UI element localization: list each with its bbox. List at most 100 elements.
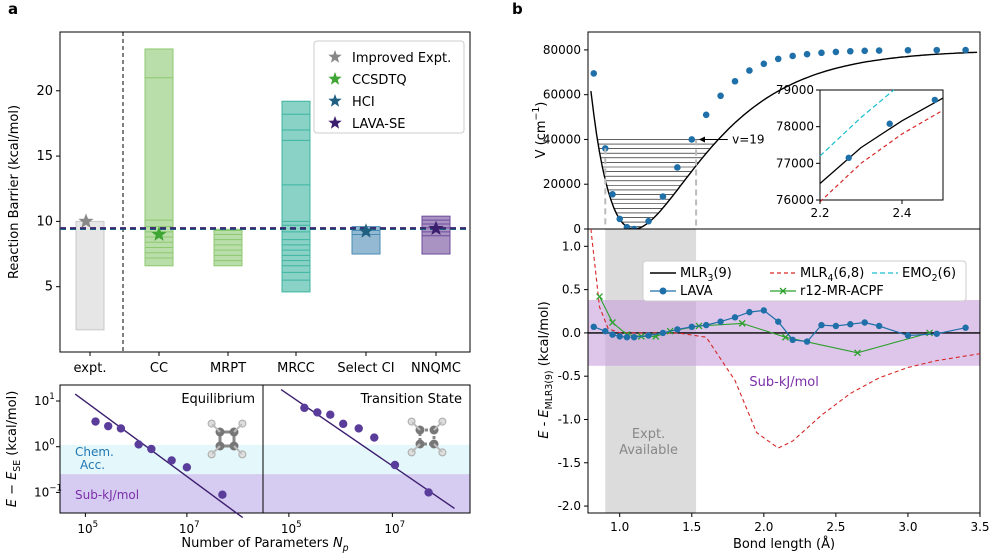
bond [433,421,443,431]
y-tick-label: 0.0 [562,326,581,340]
lava-point [645,332,652,339]
lava-point [861,47,869,55]
r12-marker [596,293,603,300]
data-point [300,403,309,413]
y-tick-label: 40000 [543,132,581,146]
inset-lava-point [886,120,893,127]
x-tick-label: 1.5 [682,520,701,534]
inset-emo2 [819,89,895,157]
lava-point [630,334,638,341]
r12-marker [609,319,616,326]
lava-point [962,46,969,54]
inset-lava-point [931,96,938,104]
y-tick-label: 20000 [543,177,581,191]
data-point [182,463,192,472]
lava-point [590,323,597,331]
x-tick-label: NNQMC [411,361,461,376]
lava-point [688,323,695,331]
range-bar [75,220,105,331]
lava-point [760,60,768,68]
legend-r12-marker [779,287,787,295]
y-tick-label: 1.0 [562,239,581,253]
y-axis-label: E - EMLR3(9) (kcal/mol) [537,301,555,438]
y-axis-label: V (cm−1) [531,102,549,159]
lava-point [803,338,811,345]
lava-point [609,331,616,338]
data-point [313,408,322,417]
data-point [390,460,400,470]
inset-y-tick-label: 78000 [776,120,814,134]
y-tick-label: -0.5 [558,369,581,383]
legend-label: MLR4(6,8) [800,266,864,284]
r12-marker [738,319,746,327]
lava-point [731,77,739,85]
x-tick-label: 107 [384,520,405,536]
bond [218,430,236,448]
y-tick-label: -2.0 [558,499,581,513]
legend-label: EMO2(6) [902,266,956,284]
bond [411,443,421,453]
lava-point [674,164,681,171]
subkj-label: Sub-kJ/mol [75,488,139,502]
range-bar [213,228,243,267]
lava-point [702,111,710,119]
expt-label: Available [619,443,678,458]
lava-point [933,330,940,337]
x-tick-label: 3.5 [970,520,989,534]
legend-label: LAVA-SE [352,117,405,132]
lava-point [847,321,854,328]
legend-label: Improved Expt. [352,51,451,66]
legend-label: LAVA [680,284,713,299]
legend-star [328,116,342,129]
y-axis-label: E − ESE (kcal/mol) [5,391,23,508]
data-point [147,444,156,454]
lava-point [659,193,667,200]
chem-acc-label: Chem. [75,445,114,459]
lava-point [602,327,609,335]
data-point [218,490,227,499]
lava-point [803,50,811,58]
lava-point [933,46,941,54]
a-top-frame [59,31,471,353]
x-tick-label: expt. [74,361,107,376]
marker-star [358,223,374,238]
x-tick-label: 3.0 [898,520,917,534]
legend-frame [313,40,465,134]
marker-star [151,226,167,241]
lava-point [702,321,710,329]
lava-point [962,324,969,331]
legend-label: r12-MR-ACPF [800,284,884,299]
chem-acc-label: Acc. [80,458,105,472]
x-tick-label: 1.0 [610,520,629,534]
b-bottom-frame [587,228,981,514]
lava-point [717,318,724,325]
bond [233,445,243,455]
panel-label-b: b [512,0,523,18]
lava-point [789,52,796,60]
panel-title: Equilibrium [181,392,255,407]
bond [411,421,421,431]
inset-lava-point [845,154,852,162]
lava-point [746,67,753,74]
inset-x-tick-label: 2.4 [892,206,911,220]
lava-point [774,55,782,63]
legend-star [328,94,342,107]
lava-point [818,321,825,329]
lava-point [875,47,883,54]
lava-point [818,49,825,57]
x-tick-label: 2.0 [754,520,773,534]
inset-y-tick-label: 79000 [776,83,814,97]
lava-point [623,334,631,341]
chem-acc-band [60,444,470,475]
inset-y-tick-label: 77000 [776,156,814,170]
x-tick-label: Select CI [337,361,394,376]
y-tick-label: -1.5 [558,456,581,470]
data-point [167,456,176,465]
panel-title: Transition State [360,392,462,407]
lava-point [616,333,623,340]
panel-label-a: a [8,0,18,18]
lava-point [846,47,854,55]
data-point [424,488,433,497]
y-tick-label: -1.0 [558,412,581,426]
